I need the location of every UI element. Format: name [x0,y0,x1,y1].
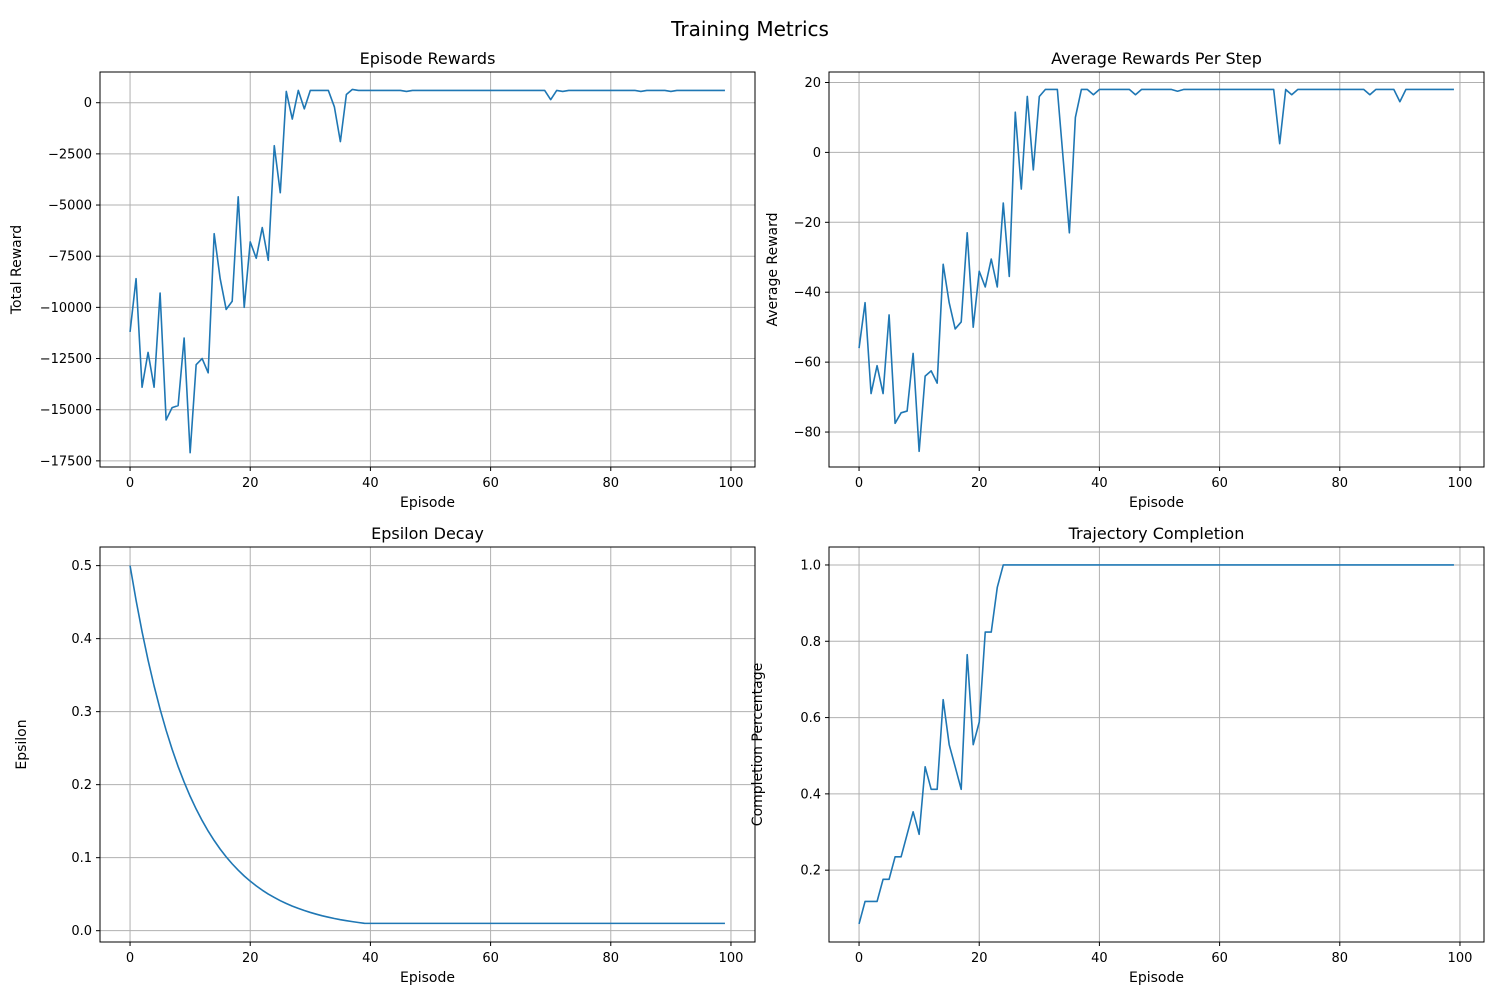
y-axis-label: Total Reward [9,225,25,315]
x-tick-label: 20 [242,476,259,491]
axes-frame [828,71,1485,468]
series-line [129,565,725,925]
y-tick-label: 0.6 [800,711,821,726]
y-tick-label: 0.1 [71,851,92,866]
y-tick-label: −7500 [48,250,92,265]
series-line [858,88,1454,453]
y-tick-label: −12500 [40,352,92,367]
x-tick-label: 80 [1332,476,1349,491]
x-tick-label: 100 [719,476,744,491]
y-tick-label: 20 [804,76,821,91]
x-tick-label: 60 [1211,951,1228,966]
x-tick-label: 0 [855,476,863,491]
subplot-title: Average Rewards Per Step [1051,49,1262,68]
x-tick-label: 40 [1091,476,1108,491]
y-tick-label: 0.5 [71,559,92,574]
subplot-title: Trajectory Completion [1068,524,1245,543]
y-axis-label: Epsilon [14,719,30,769]
y-tick-label: 0.2 [800,864,821,879]
y-tick-label: 0.2 [71,778,92,793]
subplot-1: 0 20 40 60 80 100 0 −2500 −5000 −7500 −10000 −12500… [9,49,756,511]
y-tick-label: −5000 [48,199,92,214]
x-axis-label: Episode [1129,970,1184,986]
x-tick-label: 60 [482,476,499,491]
y-tick-label: 0.4 [800,787,821,802]
x-tick-label: 80 [603,476,620,491]
y-tick-label: 0.0 [71,924,92,939]
x-tick-label: 100 [1448,951,1473,966]
subplot-3: 0 20 40 60 80 100 0.0 0.1 0.2 0.3 0.4 0.5 Epsilon De… [14,524,756,986]
x-tick-label: 60 [482,951,499,966]
axes-frame [828,546,1485,943]
x-tick-label: 100 [1448,476,1473,491]
y-tick-label: −40 [794,286,821,301]
x-tick-label: 40 [362,951,379,966]
y-tick-label: −60 [794,356,821,371]
figure-title: Training Metrics [670,17,829,41]
y-axis-label: Completion Percentage [750,663,766,826]
x-axis-label: Episode [1129,495,1184,511]
axes-frame [99,71,756,468]
x-tick-label: 40 [362,476,379,491]
x-tick-label: 80 [1332,951,1349,966]
x-tick-label: 0 [126,476,134,491]
x-axis-label: Episode [400,970,455,986]
x-tick-label: 0 [126,951,134,966]
subplot-2: 0 20 40 60 80 100 20 0 −20 −40 −60 −80 Average Rewar… [765,49,1485,511]
y-tick-label: −80 [794,426,821,441]
y-tick-label: 0.3 [71,705,92,720]
subplot-4: 0 20 40 60 80 100 0.2 0.4 0.6 0.8 1.0 Trajectory Co… [750,524,1485,986]
y-tick-label: −17500 [40,454,92,469]
x-tick-label: 0 [855,951,863,966]
y-tick-label: 0 [813,146,821,161]
y-tick-label: 0 [84,96,92,111]
axes-frame [99,546,756,943]
x-tick-label: 20 [971,476,988,491]
x-tick-label: 20 [242,951,259,966]
y-tick-label: 0.4 [71,632,92,647]
x-axis-label: Episode [400,495,455,511]
y-tick-label: 1.0 [800,558,821,573]
y-tick-label: 0.8 [800,635,821,650]
y-tick-label: −20 [794,216,821,231]
x-tick-label: 40 [1091,951,1108,966]
series-line [129,88,725,454]
y-tick-label: −15000 [40,403,92,418]
y-axis-label: Average Reward [765,212,781,326]
subplot-title: Epsilon Decay [371,524,484,543]
series-line [858,564,1454,925]
subplot-title: Episode Rewards [360,49,496,68]
x-tick-label: 80 [603,951,620,966]
y-tick-label: −2500 [48,147,92,162]
subplot-grid: 0 20 40 60 80 100 0 −2500 −5000 −7500 −10000 −12500… [9,49,1485,986]
y-tick-label: −10000 [40,301,92,316]
x-tick-label: 60 [1211,476,1228,491]
x-tick-label: 100 [719,951,744,966]
x-tick-label: 20 [971,951,988,966]
